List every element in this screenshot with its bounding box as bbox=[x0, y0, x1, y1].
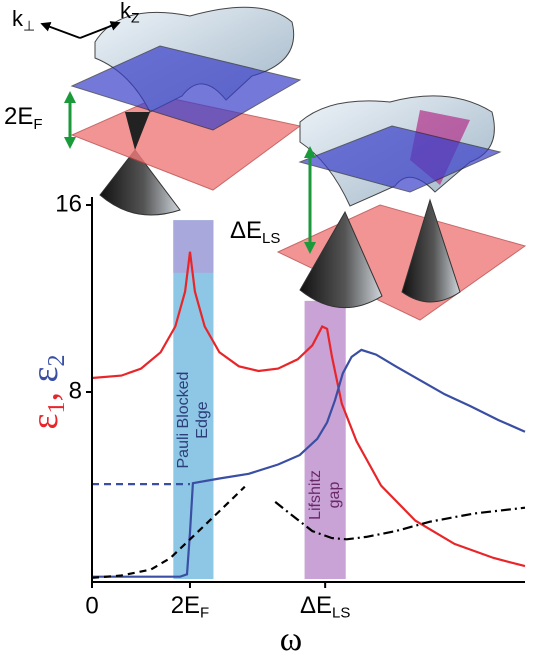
region-label: Pauli Blocked bbox=[175, 372, 192, 469]
text-part: ε bbox=[24, 367, 66, 383]
text-part: 2E bbox=[4, 103, 33, 130]
text-part: 2E bbox=[171, 592, 200, 619]
axis-arrow bbox=[40, 22, 81, 39]
series-line bbox=[274, 501, 526, 541]
subscript: LS bbox=[332, 605, 350, 622]
region-label: gap bbox=[326, 482, 343, 509]
plot-area bbox=[86, 197, 526, 588]
x-tick-label: ΔELS bbox=[300, 592, 350, 621]
k-axis-label: k⊥ bbox=[12, 6, 35, 33]
shaded-region bbox=[304, 300, 346, 579]
energy-label: ΔELS bbox=[230, 217, 280, 247]
subscript: F bbox=[200, 605, 209, 622]
energy-label: 2EF bbox=[4, 103, 43, 133]
cone bbox=[99, 149, 181, 216]
text-part: , bbox=[24, 383, 66, 402]
text-part: ΔE bbox=[300, 592, 332, 619]
subscript: ⊥ bbox=[23, 17, 35, 33]
x-axis-label: ω bbox=[280, 621, 302, 658]
cone bbox=[125, 112, 150, 150]
text-part: k bbox=[120, 0, 132, 23]
fermi-plane-upper bbox=[298, 125, 502, 193]
band-insets bbox=[40, 6, 527, 321]
x-tick-label: 0 bbox=[85, 592, 98, 619]
series-line bbox=[92, 348, 526, 578]
text-part: k bbox=[12, 6, 24, 31]
subscript: Z bbox=[131, 9, 140, 25]
cone bbox=[401, 198, 461, 303]
y-axis-label: ε1, ε2 bbox=[24, 355, 70, 430]
text-part: ε bbox=[24, 414, 66, 430]
region-label: Edge bbox=[194, 401, 211, 438]
region-label: Lifshitz bbox=[307, 470, 324, 520]
subscript: 2 bbox=[44, 355, 70, 367]
y-tick-label: 16 bbox=[55, 190, 82, 217]
region-cap bbox=[173, 220, 214, 273]
y-tick-label: 8 bbox=[69, 377, 82, 404]
text-part: ΔE bbox=[230, 217, 262, 244]
k-axis-label: kZ bbox=[120, 0, 140, 25]
x-tick-label: 2EF bbox=[171, 592, 210, 621]
subscript: LS bbox=[262, 230, 280, 247]
subscript: 1 bbox=[44, 402, 70, 414]
series-line bbox=[91, 485, 246, 579]
fermi-plane-upper bbox=[70, 45, 302, 131]
cone bbox=[299, 210, 383, 309]
subscript: F bbox=[33, 116, 42, 133]
axis-arrow bbox=[79, 21, 121, 39]
series-line bbox=[91, 251, 526, 568]
